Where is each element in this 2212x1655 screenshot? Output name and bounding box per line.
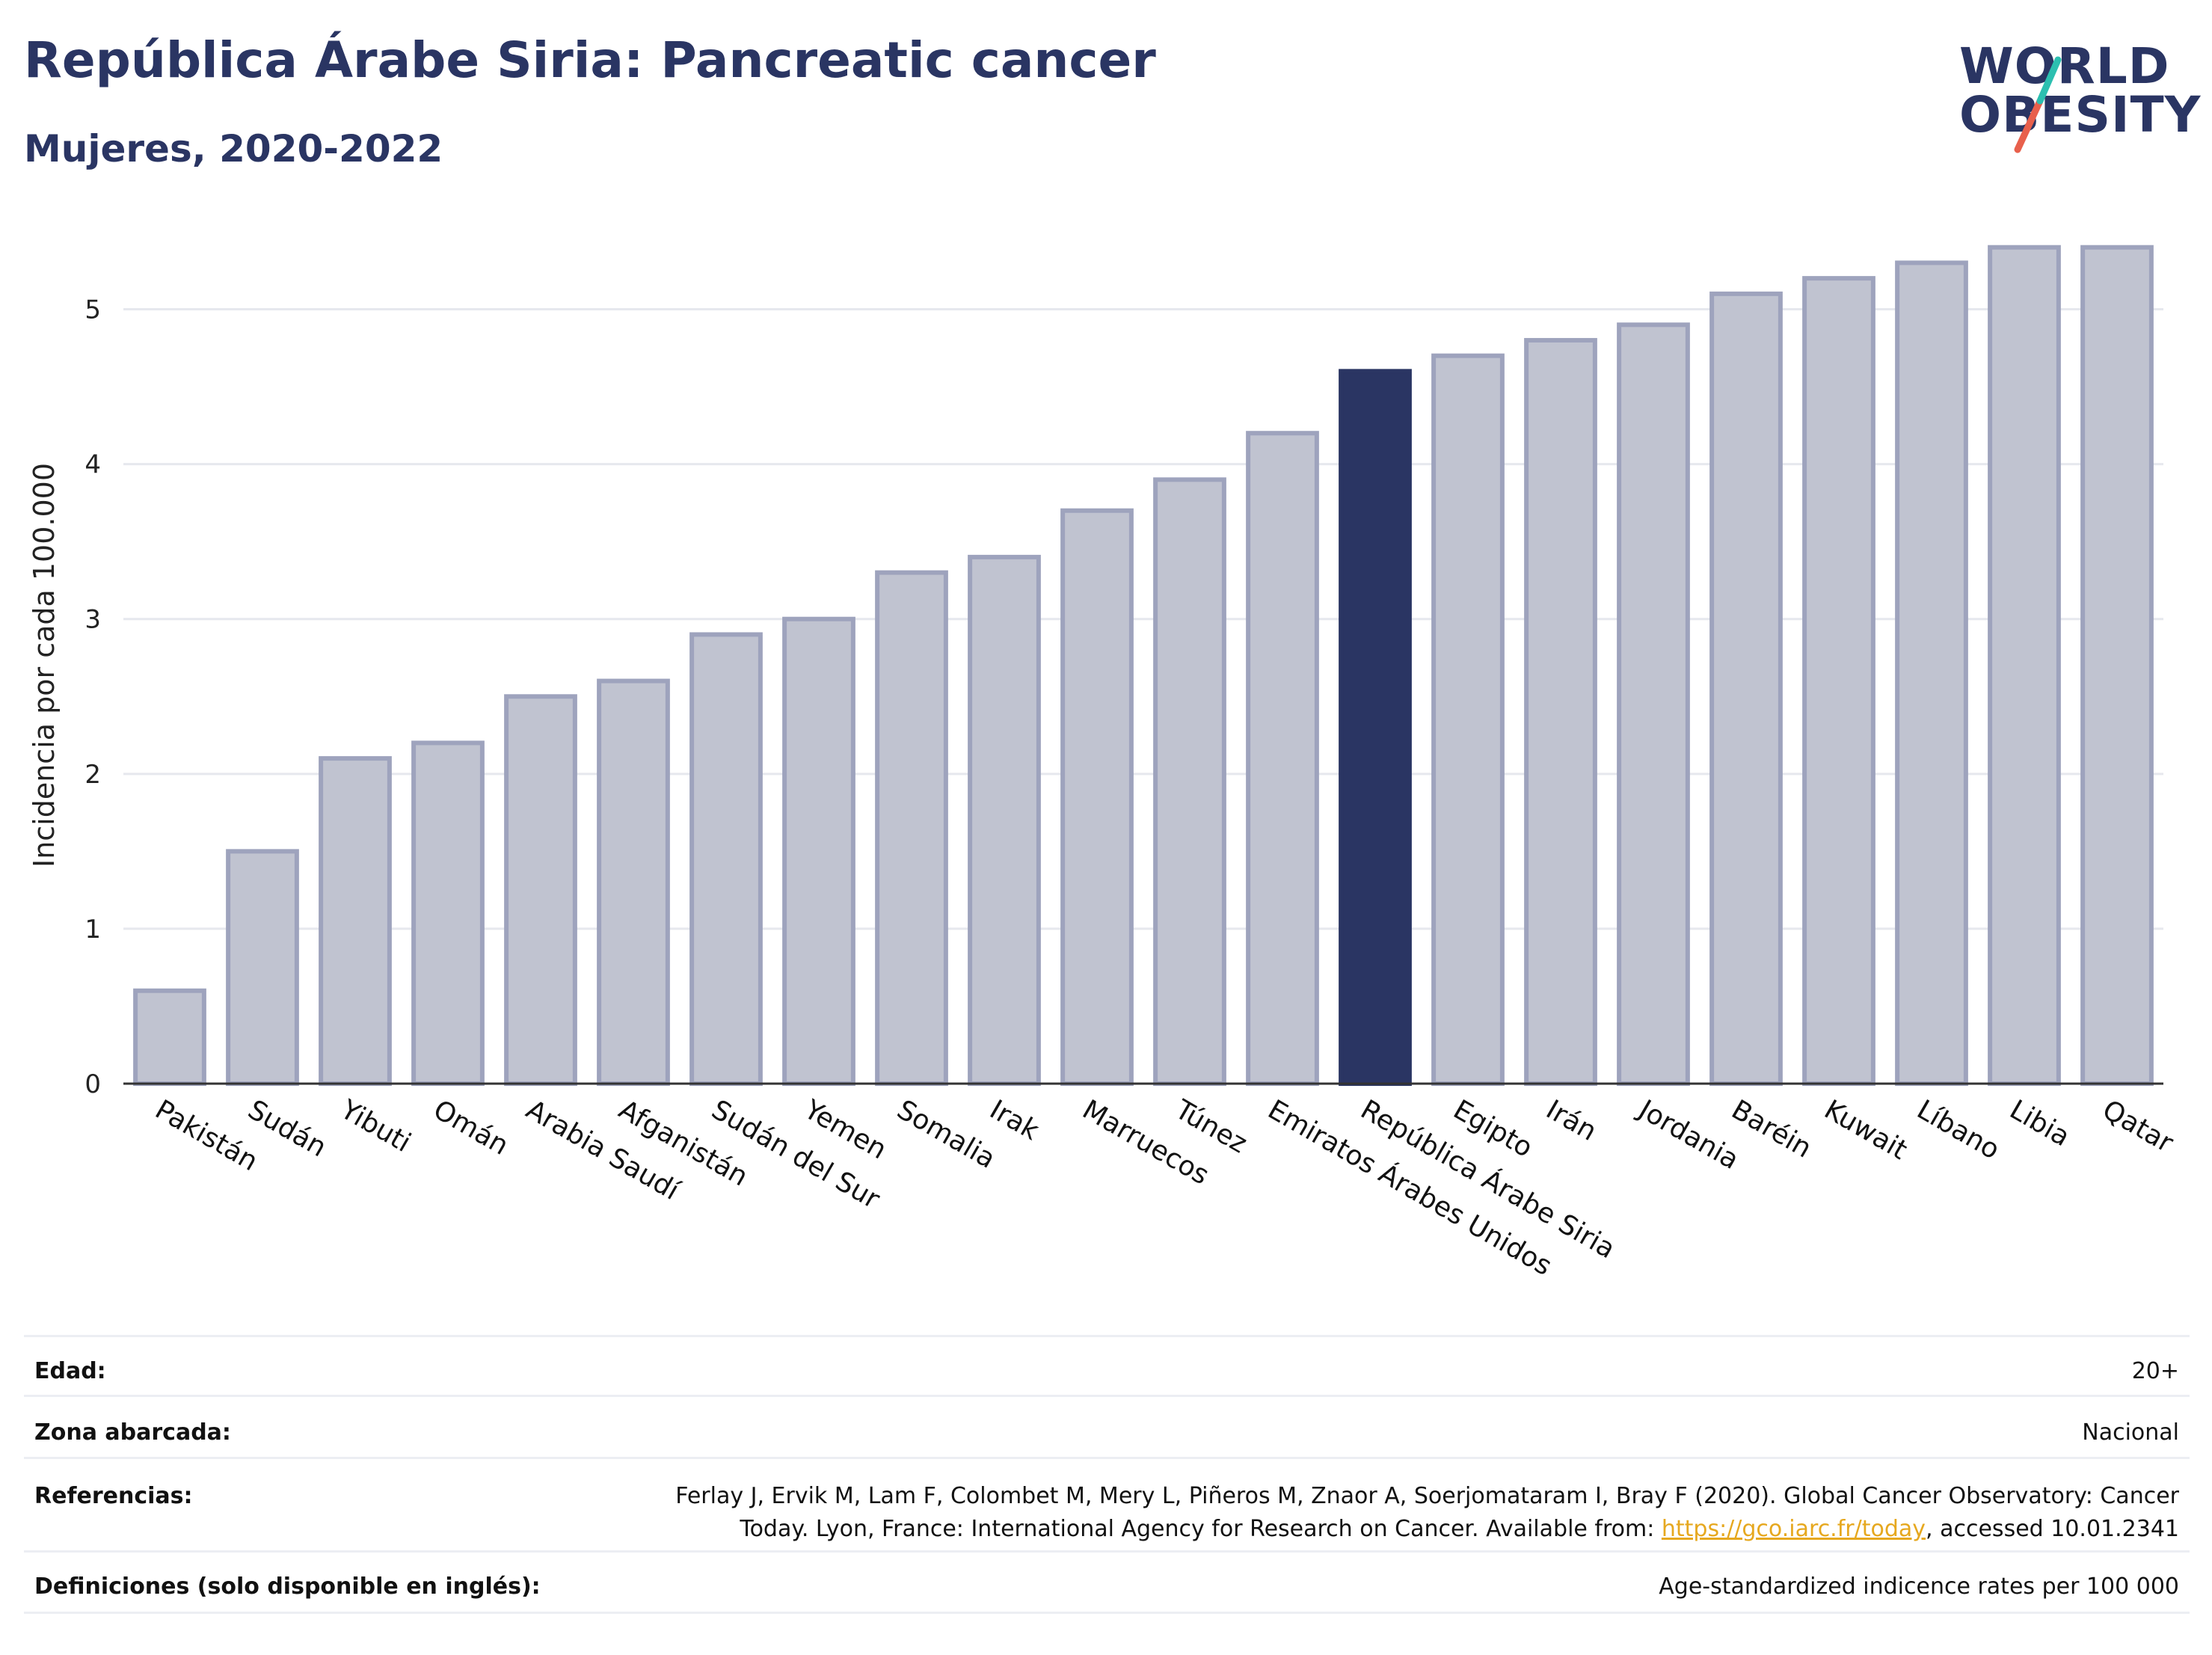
bar [1988, 245, 2061, 1086]
bar [226, 849, 299, 1086]
x-tick-label: Jordania [1632, 1093, 1744, 1176]
bar [1246, 431, 1319, 1086]
x-tick-label: Irak [985, 1094, 1045, 1146]
bar [1802, 276, 1875, 1086]
bar [504, 694, 577, 1086]
references-label: Referencias: [34, 1483, 193, 1509]
x-tick-label: Kuwait [1819, 1094, 1913, 1166]
bar [1060, 508, 1134, 1086]
logo-slash-icon [2014, 56, 2062, 153]
bar [1709, 291, 1783, 1087]
x-tick-label: Arabia Saudí [521, 1094, 685, 1206]
bar [1895, 260, 1968, 1086]
x-tick-label: Somalia [892, 1094, 1001, 1175]
bar [1617, 322, 1690, 1087]
reference-accessed: , accessed 10.01.2341 [1926, 1516, 2179, 1542]
bar [319, 756, 392, 1086]
bar [875, 570, 948, 1086]
bar [411, 740, 485, 1087]
meta-row-area: Zona abarcada: Nacional [24, 1397, 2190, 1459]
x-tick-label: Irán [1541, 1094, 1602, 1147]
metadata-table: Edad: 20+ Zona abarcada: Nacional Refere… [24, 1335, 2190, 1614]
age-value: 20+ [2131, 1358, 2179, 1384]
reference-line-2: Today. Lyon, France: International Agenc… [740, 1516, 1655, 1542]
bar [1524, 337, 1597, 1086]
x-tick-label: Líbano [1912, 1094, 2005, 1165]
logo-line-2: OBESITY [1959, 86, 2202, 144]
bar [782, 616, 855, 1086]
bar [968, 554, 1041, 1086]
chart-subtitle: Mujeres, 2020-2022 [24, 127, 443, 171]
world-obesity-logo: WORLD OBESITY [1944, 22, 2200, 157]
reference-line-1: Ferlay J, Ervik M, Lam F, Colombet M, Me… [675, 1483, 2179, 1509]
y-tick-label: 0 [85, 1069, 101, 1099]
bar [597, 678, 670, 1086]
y-tick-label: 5 [85, 295, 101, 325]
bar [2080, 245, 2154, 1086]
x-tick-label: Omán [428, 1094, 514, 1161]
x-tick-label: Qatar [2098, 1094, 2178, 1158]
x-tick-label: Pakistán [150, 1094, 263, 1177]
bar [1339, 369, 1412, 1086]
area-label: Zona abarcada: [34, 1419, 231, 1446]
y-tick-label: 3 [85, 605, 101, 635]
y-tick-label: 4 [85, 450, 101, 480]
x-tick-label: Libia [2005, 1094, 2075, 1152]
meta-row-references: Referencias: Ferlay J, Ervik M, Lam F, C… [24, 1459, 2190, 1553]
definitions-label: Definiciones (solo disponible en inglés)… [34, 1573, 541, 1600]
y-axis-title: Incidencia por cada 100.000 [28, 463, 61, 868]
bar [133, 988, 206, 1087]
chart-title: República Árabe Siria: Pancreatic cancer [24, 31, 1156, 89]
references-value: Ferlay J, Ervik M, Lam F, Colombet M, Me… [675, 1480, 2190, 1546]
y-tick-label: 2 [85, 760, 101, 790]
bar [1153, 477, 1226, 1086]
area-value: Nacional [2082, 1419, 2179, 1446]
bar [1431, 353, 1505, 1086]
logo-line-1: WORLD [1959, 37, 2170, 95]
reference-link[interactable]: https://gco.iarc.fr/today [1661, 1516, 1926, 1542]
x-tick-label: Yibuti [335, 1094, 416, 1158]
definitions-value: Age-standardized indicence rates per 100… [1659, 1573, 2179, 1600]
meta-row-age: Edad: 20+ [24, 1337, 2190, 1397]
age-label: Edad: [34, 1358, 106, 1384]
meta-row-definitions: Definiciones (solo disponible en inglés)… [24, 1553, 2190, 1614]
bar-chart: 0 1 2 3 4 5 Incidencia por cada 100.000 Pakistá… [28, 245, 2178, 1282]
y-tick-label: 1 [85, 915, 101, 945]
bar [689, 632, 763, 1086]
